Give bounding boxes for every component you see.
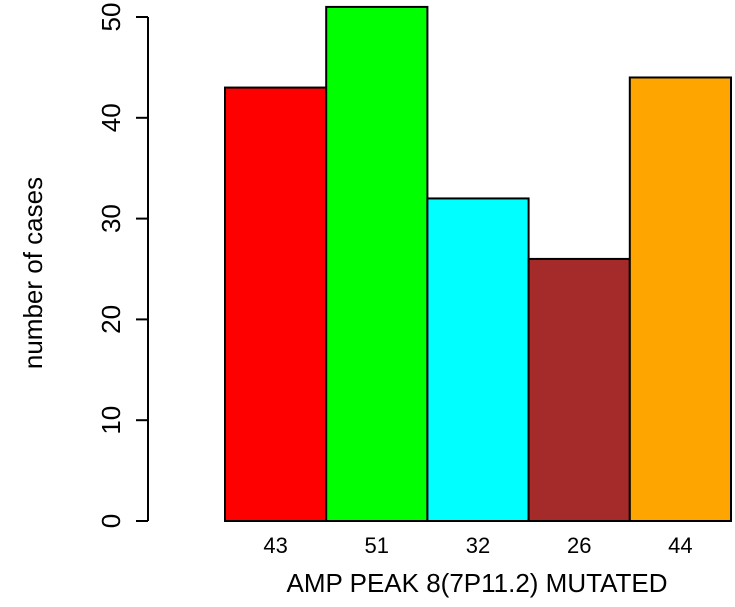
y-axis-title: number of cases	[18, 177, 48, 369]
x-tick-label: 43	[263, 533, 287, 558]
bar-3	[426, 197, 530, 522]
y-tick-label: 50	[96, 3, 126, 32]
y-tick-label: 40	[96, 103, 126, 132]
x-tick-label: 51	[365, 533, 389, 558]
y-axis: 0 10 20 30 40 50	[96, 3, 149, 528]
bar-2	[325, 5, 429, 523]
x-tick-label: 26	[567, 533, 591, 558]
x-tick-label: 32	[466, 533, 490, 558]
y-tick-label: 10	[96, 406, 126, 435]
bar-5	[628, 76, 732, 522]
bar-1	[224, 86, 328, 522]
x-category-labels: 43 51 32 26 44	[263, 533, 692, 558]
y-tick-label: 30	[96, 204, 126, 233]
y-tick-label: 20	[96, 305, 126, 334]
x-axis-title: AMP PEAK 8(7P11.2) MUTATED	[287, 568, 668, 598]
bar-4	[527, 257, 631, 522]
y-tick-label: 0	[96, 514, 126, 528]
bars-group	[224, 5, 732, 523]
x-tick-label: 44	[668, 533, 692, 558]
